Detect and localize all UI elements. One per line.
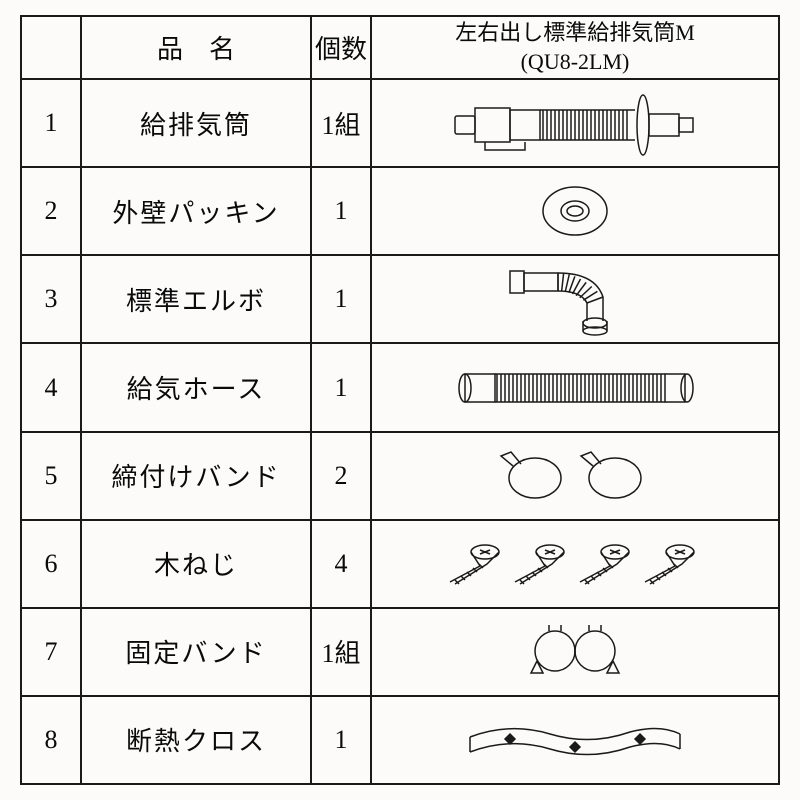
cell-number: 5 (21, 432, 81, 520)
cell-name: 標準エルボ (81, 255, 311, 343)
parts-table: 品 名 個数 左右出し標準給排気筒M (QU8-2LM) 1 給排気筒 1組 2… (20, 15, 780, 785)
cell-name: 固定バンド (81, 608, 311, 696)
cell-number: 2 (21, 167, 81, 255)
cell-image (371, 432, 779, 520)
cell-name: 給気ホース (81, 343, 311, 431)
cell-image (371, 520, 779, 608)
cell-name: 木ねじ (81, 520, 311, 608)
intake-hose-icon (374, 363, 776, 413)
cell-qty: 1 (311, 696, 371, 784)
header-name: 品 名 (81, 16, 311, 79)
header-number (21, 16, 81, 79)
wall-packing-icon (374, 176, 776, 246)
cell-name: 給排気筒 (81, 79, 311, 167)
cell-qty: 1 (311, 343, 371, 431)
cell-number: 7 (21, 608, 81, 696)
table-row: 7 固定バンド 1組 (21, 608, 779, 696)
cell-qty: 1組 (311, 608, 371, 696)
cell-image (371, 79, 779, 167)
wood-screw-icon (374, 534, 776, 594)
cell-number: 6 (21, 520, 81, 608)
fix-band-icon (374, 619, 776, 684)
table-row: 5 締付けバンド 2 (21, 432, 779, 520)
cell-qty: 1 (311, 167, 371, 255)
cell-number: 1 (21, 79, 81, 167)
header-row: 品 名 個数 左右出し標準給排気筒M (QU8-2LM) (21, 16, 779, 79)
table-row: 1 給排気筒 1組 (21, 79, 779, 167)
elbow-icon (374, 259, 776, 339)
clamp-band-icon (374, 446, 776, 506)
exhaust-pipe-icon (374, 88, 776, 158)
cell-qty: 1組 (311, 79, 371, 167)
cell-name: 外壁パッキン (81, 167, 311, 255)
cell-image (371, 696, 779, 784)
cell-qty: 2 (311, 432, 371, 520)
insulation-cloth-icon (374, 712, 776, 767)
cell-number: 8 (21, 696, 81, 784)
cell-image (371, 608, 779, 696)
table-row: 6 木ねじ 4 (21, 520, 779, 608)
cell-name: 締付けバンド (81, 432, 311, 520)
cell-qty: 4 (311, 520, 371, 608)
cell-image (371, 255, 779, 343)
table-row: 8 断熱クロス 1 (21, 696, 779, 784)
table-row: 2 外壁パッキン 1 (21, 167, 779, 255)
table-row: 3 標準エルボ 1 (21, 255, 779, 343)
cell-number: 4 (21, 343, 81, 431)
table-row: 4 給気ホース 1 (21, 343, 779, 431)
cell-image (371, 167, 779, 255)
header-image: 左右出し標準給排気筒M (QU8-2LM) (371, 16, 779, 79)
cell-name: 断熱クロス (81, 696, 311, 784)
cell-qty: 1 (311, 255, 371, 343)
cell-image (371, 343, 779, 431)
header-qty: 個数 (311, 16, 371, 79)
cell-number: 3 (21, 255, 81, 343)
